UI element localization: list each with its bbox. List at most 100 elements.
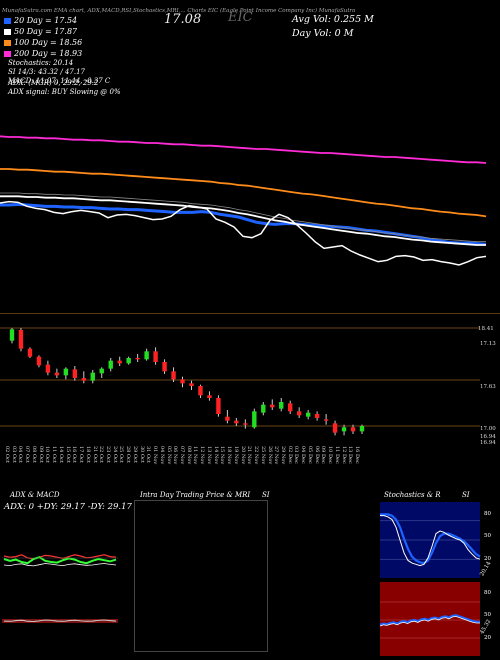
date-tick-label: 15 Nov: [219, 446, 226, 465]
candle-price-label: 17.63: [480, 384, 496, 390]
stochastics-d-line: [380, 513, 481, 565]
date-tick-label: 11 Dec: [333, 446, 340, 464]
candle-body: [225, 416, 230, 421]
avg-vol: Avg Vol: 0.255 M: [292, 14, 374, 25]
date-tick-label: 12 Dec: [340, 446, 347, 464]
stochastics-top-panel: [380, 502, 481, 578]
date-tick-label: 21 Oct: [91, 446, 98, 463]
date-tick-label: 03 Dec: [293, 446, 300, 464]
date-tick-label: 25 Oct: [118, 446, 125, 463]
candle-body: [117, 360, 122, 364]
candle-body: [54, 372, 60, 376]
date-tick-label: 11 Nov: [192, 446, 199, 465]
intraday-title: Intra Day Trading Price & MRI: [140, 491, 251, 499]
ema-chart: [0, 135, 487, 266]
candle-body: [162, 362, 167, 372]
candle-body: [189, 383, 194, 386]
ema-50-day-upper-line: [0, 192, 486, 243]
date-tick-label: 25 Nov: [259, 446, 266, 465]
date-tick-label: 10 Dec: [327, 446, 334, 464]
date-tick-label: 04 Dec: [300, 446, 307, 464]
date-tick-label: 30 Oct: [138, 446, 145, 463]
date-tick-label: 23 Oct: [104, 446, 111, 463]
date-tick-label: 21 Nov: [246, 446, 253, 465]
candle-body: [18, 330, 24, 349]
candle-body: [207, 395, 212, 398]
date-tick-label: 26 Nov: [266, 446, 273, 465]
stoch-top-tick: 20: [484, 556, 491, 562]
candle-body: [314, 414, 320, 418]
candle-body: [359, 426, 365, 432]
stoch-top-tick: 50: [484, 533, 491, 539]
adx-readout: ADX: (MGR) 0, 29.2, 29.2: [8, 79, 99, 87]
candle-body: [198, 386, 203, 396]
date-tick-label: 24 Oct: [111, 446, 118, 463]
candle-body: [171, 371, 176, 380]
date-tick-label: 28 Oct: [125, 446, 132, 463]
candle-body: [270, 404, 275, 408]
candle-body: [36, 356, 42, 366]
date-tick-label: 29 Nov: [279, 446, 286, 465]
legend-swatch: [4, 51, 11, 57]
rsi-line: [379, 614, 480, 626]
date-tick-label: 12 Nov: [199, 446, 206, 465]
legend-swatch: [4, 40, 11, 46]
date-tick-label: 03 Oct: [10, 446, 17, 463]
date-tick-label: 04 Oct: [17, 446, 24, 463]
date-tick-label: 14 Nov: [212, 446, 219, 465]
stochastics-readout: Stochastics: 20.14: [8, 59, 74, 67]
intraday-panel: [134, 500, 268, 652]
stoch-bottom-tick: 20: [484, 635, 491, 641]
candle-body: [27, 348, 33, 357]
ema-line-50-day: [0, 195, 486, 246]
candle-body: [305, 412, 311, 417]
candle-body: [296, 411, 302, 416]
date-tick-label: 16 Oct: [71, 446, 78, 463]
candle-price-label: 17.00: [480, 426, 496, 432]
legend-label: 100 Day = 18.56: [14, 38, 83, 47]
adx-line: [3, 563, 117, 567]
candle-price-label: 16.94: [480, 434, 496, 440]
stochastics-si-label: SI: [462, 491, 470, 499]
stochastics-bottom-panel: [379, 582, 480, 656]
adx-macd-readout: ADX: 0 +DY: 29.17 -DY: 29.17: [4, 502, 132, 512]
adx-signal-readout: ADX signal: BUY Slowing @ 0%: [8, 88, 121, 96]
candle-body: [261, 404, 266, 413]
date-tick-label: 29 Oct: [131, 446, 138, 463]
candle-body: [153, 351, 158, 362]
date-tick-label: 09 Dec: [320, 446, 327, 464]
candle-body: [99, 368, 104, 374]
candle-body: [288, 403, 293, 412]
candle-price-label: 17.13: [480, 341, 496, 347]
adx-macd-title: ADX & MACD: [10, 491, 60, 499]
candle-body: [72, 369, 78, 378]
ema-line-200-day: [0, 135, 487, 164]
date-axis: 02 Oct 03 Oct 04 Oct 07 Oct 08 Oct 09 Oct 10 O…: [0, 446, 500, 486]
candle-body: [45, 364, 51, 373]
candlestick-chart: [0, 327, 480, 436]
date-tick-label: 14 Oct: [57, 446, 64, 463]
candle-body: [126, 358, 131, 364]
stochastics-k-line: [380, 515, 481, 567]
candle-body: [234, 420, 239, 424]
candle-body: [279, 402, 284, 409]
date-tick-label: 27 Nov: [273, 446, 280, 465]
macd-signal-line: [3, 619, 117, 622]
date-tick-label: 18 Nov: [226, 446, 233, 465]
date-tick-label: 19 Nov: [232, 446, 239, 465]
candle-body: [323, 419, 329, 421]
date-tick-label: 17 Oct: [78, 446, 85, 463]
date-tick-label: 10 Oct: [44, 446, 51, 463]
candle-body: [243, 423, 248, 425]
candle-body: [180, 379, 185, 384]
candle-body: [108, 360, 113, 369]
date-tick-label: 02 Oct: [4, 446, 10, 463]
legend-label: 50 Day = 17.87: [14, 27, 78, 36]
date-tick-label: 04 Nov: [158, 446, 165, 465]
legend-swatch: [4, 18, 11, 24]
stoch-top-tick: 80: [484, 511, 491, 517]
adx-plus-di-line: [3, 556, 117, 565]
legend-label: 200 Day = 18.93: [14, 49, 83, 58]
stochastics-title: Stochastics & R: [384, 491, 441, 499]
stoch-bottom-tick: 50: [484, 612, 491, 618]
